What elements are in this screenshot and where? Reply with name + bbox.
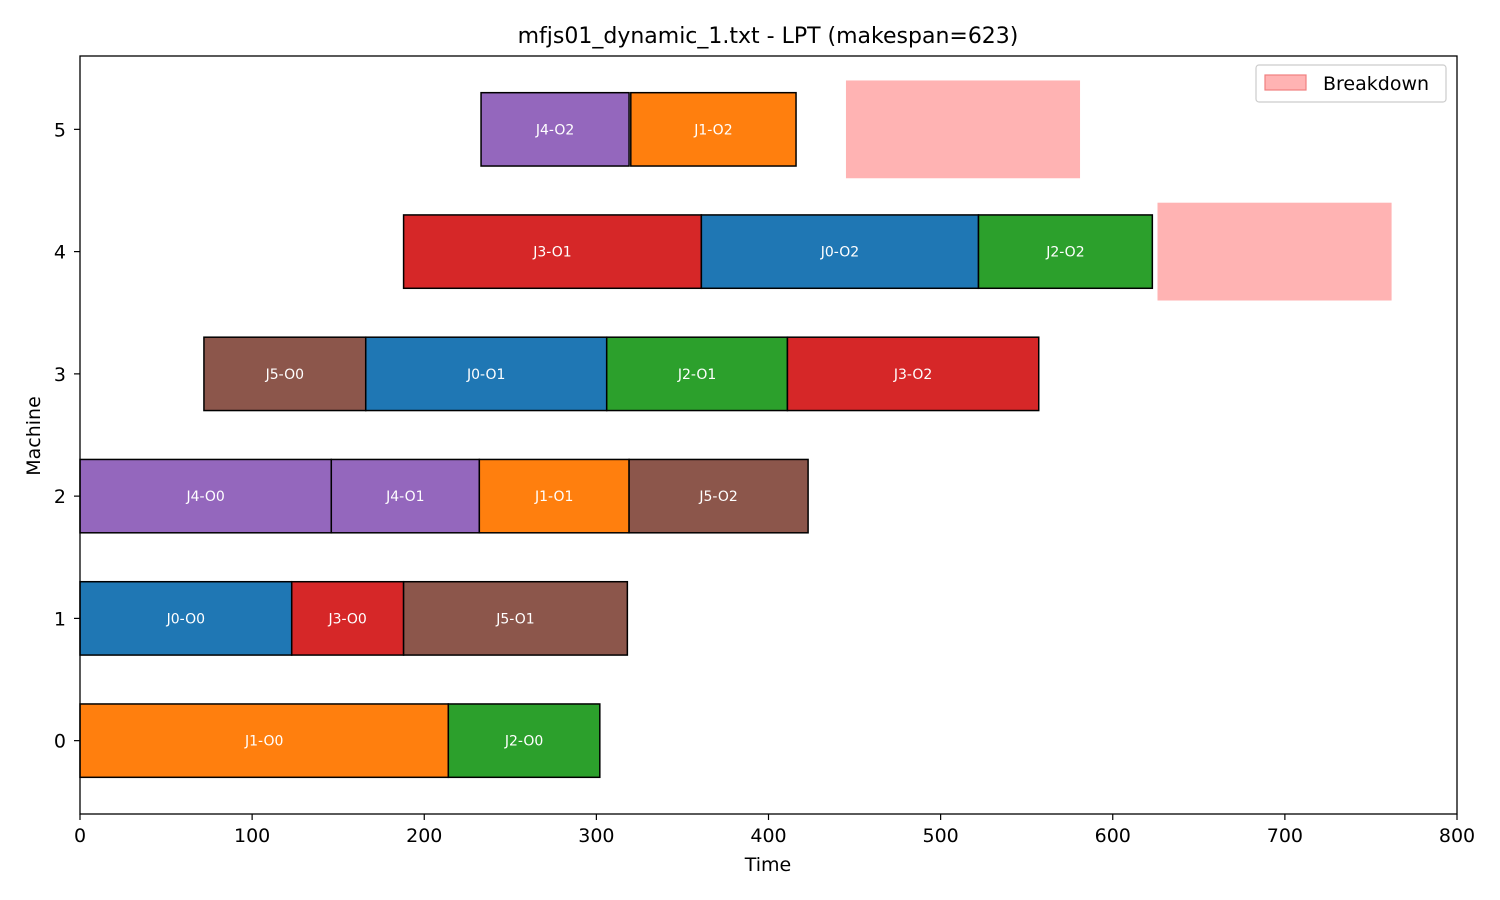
- operation-label-j2-o1: J2-O1: [677, 367, 716, 383]
- x-axis: 0 100 200 300 400 500 600 700 800: [74, 814, 1475, 847]
- x-tick-label-100: 100: [234, 825, 270, 847]
- x-tick-label-300: 300: [578, 825, 614, 847]
- x-tick-label-600: 600: [1095, 825, 1131, 847]
- breakdown-bar-0: [845, 80, 1081, 179]
- breakdown-bar-1: [1157, 202, 1392, 301]
- operation-label-j1-o2: J1-O2: [693, 122, 732, 138]
- operation-label-j1-o1: J1-O1: [534, 489, 573, 505]
- operation-label-j0-o2: J0-O2: [820, 245, 859, 261]
- operation-bar-j2-o0: [447, 703, 601, 779]
- y-tick-label-3: 3: [54, 364, 66, 386]
- operation-label-j2-o2: J2-O2: [1045, 245, 1084, 261]
- operation-label-j0-o1: J0-O1: [466, 367, 505, 383]
- operation-label-j4-o0: J4-O0: [185, 489, 224, 505]
- operation-label-j2-o0: J2-O0: [504, 734, 543, 750]
- legend: Breakdown: [1255, 64, 1447, 103]
- operation-bar-j2-o2: [977, 214, 1154, 290]
- x-axis-label: Time: [744, 854, 792, 876]
- operation-bar-j3-o2: [786, 336, 1040, 412]
- operation-label-j1-o0: J1-O0: [244, 734, 283, 750]
- operation-label-j0-o0: J0-O0: [166, 611, 205, 627]
- operation-label-j3-o1: J3-O1: [532, 245, 571, 261]
- x-tick-label-500: 500: [922, 825, 958, 847]
- operation-label-j5-o0: J5-O0: [265, 367, 304, 383]
- chart-title: mfjs01_dynamic_1.txt - LPT (makespan=623…: [518, 24, 1019, 49]
- y-tick-label-0: 0: [54, 731, 66, 753]
- operation-label-j5-o2: J5-O2: [698, 489, 737, 505]
- y-tick-label-4: 4: [54, 242, 66, 264]
- operation-label-j3-o2: J3-O2: [893, 367, 932, 383]
- operation-bar-j1-o1: [478, 458, 630, 534]
- y-tick-label-1: 1: [54, 608, 66, 630]
- y-axis-label: Machine: [23, 396, 45, 476]
- y-axis: 0 1 2 3 4 5: [54, 119, 80, 753]
- operation-bar-j4-o1: [330, 458, 481, 534]
- plot-area: [80, 56, 1457, 814]
- x-tick-label-700: 700: [1267, 825, 1303, 847]
- breakdown-layer: [845, 80, 1392, 301]
- operation-bar-j3-o1: [402, 214, 703, 290]
- operation-label-j3-o0: J3-O0: [327, 611, 366, 627]
- operation-bar-j5-o2: [628, 458, 809, 534]
- operation-label-j5-o1: J5-O1: [495, 611, 534, 627]
- operation-bar-j5-o0: [203, 336, 367, 412]
- operations-layer: J1-O0 J2-O0 J0-O0 J3-O0 J5-O1 J4-O0 J4-O1 J1-O1…: [79, 91, 1154, 779]
- operation-label-j4-o1: J4-O1: [385, 489, 424, 505]
- operation-bar-j1-o2: [630, 91, 797, 167]
- x-tick-label-0: 0: [74, 825, 86, 847]
- operation-bar-j4-o0: [79, 458, 333, 534]
- x-tick-label-400: 400: [750, 825, 786, 847]
- legend-swatch-0: [1264, 74, 1307, 91]
- x-tick-label-200: 200: [406, 825, 442, 847]
- legend-box: [1255, 64, 1447, 103]
- y-tick-label-2: 2: [54, 486, 66, 508]
- operation-label-j4-o2: J4-O2: [535, 122, 574, 138]
- y-tick-label-5: 5: [54, 119, 66, 141]
- operation-bar-j2-o1: [605, 336, 789, 412]
- operation-bar-j0-o2: [700, 214, 980, 290]
- operation-bar-j4-o2: [480, 91, 630, 167]
- legend-label-0: Breakdown: [1323, 73, 1429, 95]
- x-tick-label-800: 800: [1439, 825, 1475, 847]
- operation-bar-j5-o1: [402, 580, 629, 656]
